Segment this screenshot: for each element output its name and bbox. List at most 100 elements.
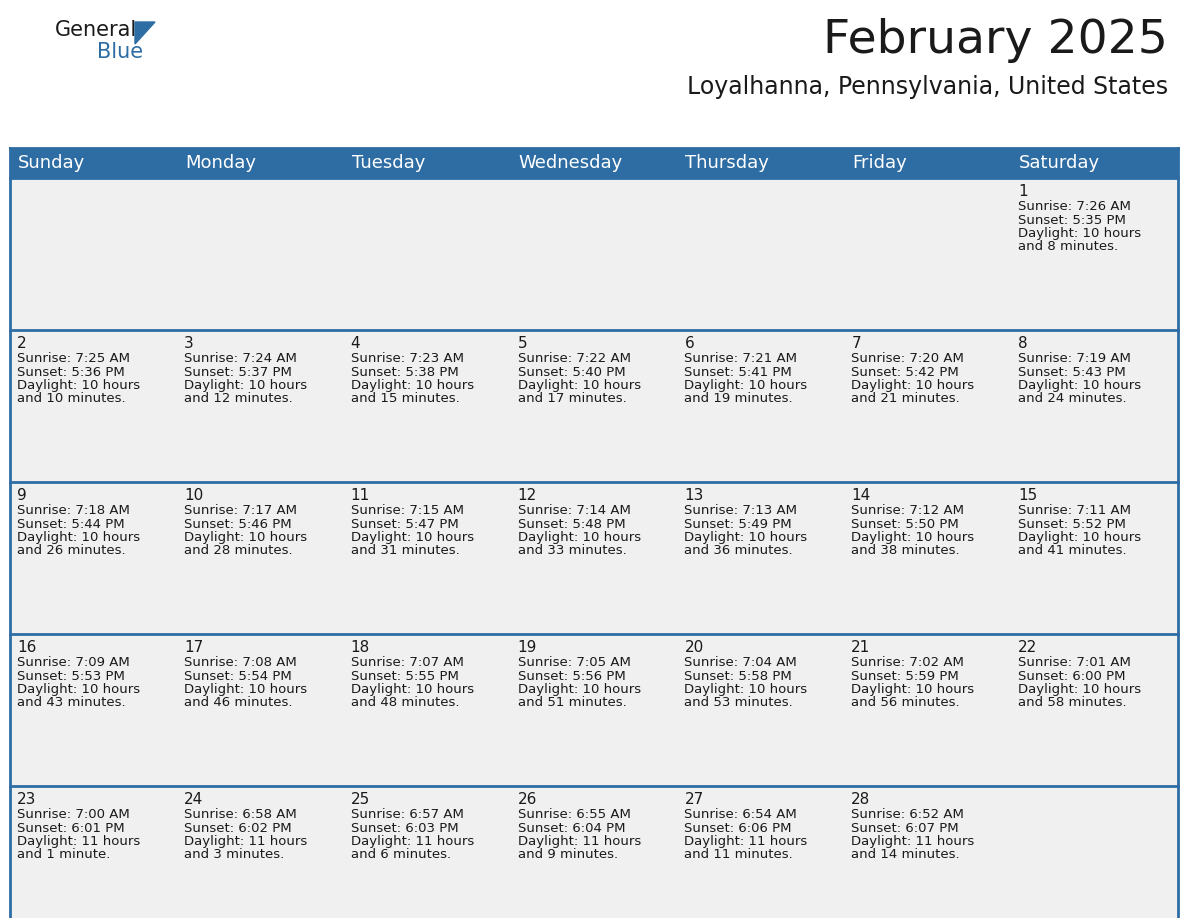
Text: Daylight: 10 hours: Daylight: 10 hours xyxy=(684,683,808,696)
Text: and 38 minutes.: and 38 minutes. xyxy=(852,544,960,557)
Text: Sunrise: 7:00 AM: Sunrise: 7:00 AM xyxy=(17,808,129,821)
Text: Saturday: Saturday xyxy=(1019,154,1100,172)
Text: Sunrise: 7:23 AM: Sunrise: 7:23 AM xyxy=(350,352,463,365)
Text: Sunrise: 6:58 AM: Sunrise: 6:58 AM xyxy=(184,808,297,821)
Text: Sunset: 5:54 PM: Sunset: 5:54 PM xyxy=(184,669,291,682)
Text: 3: 3 xyxy=(184,336,194,351)
Text: Thursday: Thursday xyxy=(685,154,770,172)
Text: Sunday: Sunday xyxy=(18,154,86,172)
Text: Sunrise: 7:14 AM: Sunrise: 7:14 AM xyxy=(518,504,631,517)
Text: Friday: Friday xyxy=(852,154,906,172)
Text: and 11 minutes.: and 11 minutes. xyxy=(684,848,794,861)
Text: and 19 minutes.: and 19 minutes. xyxy=(684,393,794,406)
Text: Sunrise: 6:52 AM: Sunrise: 6:52 AM xyxy=(852,808,965,821)
Text: Daylight: 10 hours: Daylight: 10 hours xyxy=(1018,379,1142,392)
Text: and 14 minutes.: and 14 minutes. xyxy=(852,848,960,861)
Text: February 2025: February 2025 xyxy=(823,18,1168,63)
Text: 8: 8 xyxy=(1018,336,1028,351)
Text: Sunrise: 7:11 AM: Sunrise: 7:11 AM xyxy=(1018,504,1131,517)
Text: Sunset: 6:01 PM: Sunset: 6:01 PM xyxy=(17,822,125,834)
Text: 20: 20 xyxy=(684,640,703,655)
Text: Daylight: 10 hours: Daylight: 10 hours xyxy=(518,379,640,392)
Text: Sunset: 6:07 PM: Sunset: 6:07 PM xyxy=(852,822,959,834)
Text: Daylight: 10 hours: Daylight: 10 hours xyxy=(684,379,808,392)
Text: Daylight: 10 hours: Daylight: 10 hours xyxy=(852,683,974,696)
Text: and 21 minutes.: and 21 minutes. xyxy=(852,393,960,406)
Text: and 46 minutes.: and 46 minutes. xyxy=(184,697,292,710)
Text: 5: 5 xyxy=(518,336,527,351)
Text: Sunset: 5:58 PM: Sunset: 5:58 PM xyxy=(684,669,792,682)
Text: Sunset: 5:59 PM: Sunset: 5:59 PM xyxy=(852,669,959,682)
Text: and 6 minutes.: and 6 minutes. xyxy=(350,848,450,861)
Text: Sunset: 5:55 PM: Sunset: 5:55 PM xyxy=(350,669,459,682)
Text: and 9 minutes.: and 9 minutes. xyxy=(518,848,618,861)
Text: 19: 19 xyxy=(518,640,537,655)
Text: Sunset: 6:06 PM: Sunset: 6:06 PM xyxy=(684,822,792,834)
Text: Monday: Monday xyxy=(185,154,255,172)
Text: Daylight: 11 hours: Daylight: 11 hours xyxy=(184,835,308,848)
Text: Daylight: 11 hours: Daylight: 11 hours xyxy=(852,835,974,848)
Text: Daylight: 10 hours: Daylight: 10 hours xyxy=(684,531,808,544)
Text: 1: 1 xyxy=(1018,184,1028,199)
Text: 14: 14 xyxy=(852,488,871,503)
Text: 4: 4 xyxy=(350,336,360,351)
Text: and 12 minutes.: and 12 minutes. xyxy=(184,393,292,406)
Text: and 3 minutes.: and 3 minutes. xyxy=(184,848,284,861)
Text: 9: 9 xyxy=(17,488,27,503)
Text: 26: 26 xyxy=(518,792,537,807)
Text: Daylight: 10 hours: Daylight: 10 hours xyxy=(1018,227,1142,240)
Text: and 43 minutes.: and 43 minutes. xyxy=(17,697,126,710)
Text: Sunrise: 6:54 AM: Sunrise: 6:54 AM xyxy=(684,808,797,821)
Text: Daylight: 11 hours: Daylight: 11 hours xyxy=(518,835,640,848)
Text: Daylight: 10 hours: Daylight: 10 hours xyxy=(518,531,640,544)
Text: Sunset: 5:35 PM: Sunset: 5:35 PM xyxy=(1018,214,1126,227)
Text: Sunrise: 7:08 AM: Sunrise: 7:08 AM xyxy=(184,656,297,669)
Text: Daylight: 10 hours: Daylight: 10 hours xyxy=(17,683,140,696)
Text: 21: 21 xyxy=(852,640,871,655)
Text: Sunset: 5:48 PM: Sunset: 5:48 PM xyxy=(518,518,625,531)
Text: and 56 minutes.: and 56 minutes. xyxy=(852,697,960,710)
Text: 23: 23 xyxy=(17,792,37,807)
Text: Sunrise: 7:22 AM: Sunrise: 7:22 AM xyxy=(518,352,631,365)
Text: 17: 17 xyxy=(184,640,203,655)
Text: Sunset: 6:02 PM: Sunset: 6:02 PM xyxy=(184,822,291,834)
Text: Sunrise: 7:26 AM: Sunrise: 7:26 AM xyxy=(1018,200,1131,213)
Text: Sunset: 5:46 PM: Sunset: 5:46 PM xyxy=(184,518,291,531)
Text: and 31 minutes.: and 31 minutes. xyxy=(350,544,460,557)
Text: Daylight: 10 hours: Daylight: 10 hours xyxy=(1018,683,1142,696)
Text: 25: 25 xyxy=(350,792,369,807)
Text: and 41 minutes.: and 41 minutes. xyxy=(1018,544,1126,557)
Text: Sunrise: 7:07 AM: Sunrise: 7:07 AM xyxy=(350,656,463,669)
Text: Daylight: 11 hours: Daylight: 11 hours xyxy=(350,835,474,848)
Text: Sunset: 5:41 PM: Sunset: 5:41 PM xyxy=(684,365,792,378)
Text: and 1 minute.: and 1 minute. xyxy=(17,848,110,861)
Text: and 26 minutes.: and 26 minutes. xyxy=(17,544,126,557)
Text: Sunset: 5:40 PM: Sunset: 5:40 PM xyxy=(518,365,625,378)
Bar xyxy=(10,786,1178,918)
Text: Sunrise: 6:55 AM: Sunrise: 6:55 AM xyxy=(518,808,631,821)
Text: Sunrise: 7:09 AM: Sunrise: 7:09 AM xyxy=(17,656,129,669)
Text: Daylight: 10 hours: Daylight: 10 hours xyxy=(852,531,974,544)
Text: and 17 minutes.: and 17 minutes. xyxy=(518,393,626,406)
Text: Sunset: 5:38 PM: Sunset: 5:38 PM xyxy=(350,365,459,378)
Text: and 8 minutes.: and 8 minutes. xyxy=(1018,241,1118,253)
Text: 15: 15 xyxy=(1018,488,1037,503)
Text: Daylight: 10 hours: Daylight: 10 hours xyxy=(17,379,140,392)
Text: Daylight: 10 hours: Daylight: 10 hours xyxy=(350,531,474,544)
Text: Sunrise: 7:04 AM: Sunrise: 7:04 AM xyxy=(684,656,797,669)
Text: 27: 27 xyxy=(684,792,703,807)
Text: Daylight: 10 hours: Daylight: 10 hours xyxy=(852,379,974,392)
Text: Sunrise: 7:13 AM: Sunrise: 7:13 AM xyxy=(684,504,797,517)
Text: Sunset: 6:03 PM: Sunset: 6:03 PM xyxy=(350,822,459,834)
Text: Sunrise: 7:17 AM: Sunrise: 7:17 AM xyxy=(184,504,297,517)
Text: 12: 12 xyxy=(518,488,537,503)
Text: Sunset: 5:52 PM: Sunset: 5:52 PM xyxy=(1018,518,1126,531)
Text: Sunset: 5:50 PM: Sunset: 5:50 PM xyxy=(852,518,959,531)
Text: 10: 10 xyxy=(184,488,203,503)
Text: Sunset: 5:44 PM: Sunset: 5:44 PM xyxy=(17,518,125,531)
Text: Daylight: 10 hours: Daylight: 10 hours xyxy=(184,683,307,696)
Text: Daylight: 10 hours: Daylight: 10 hours xyxy=(350,683,474,696)
Text: Sunrise: 7:12 AM: Sunrise: 7:12 AM xyxy=(852,504,965,517)
Text: Sunrise: 7:19 AM: Sunrise: 7:19 AM xyxy=(1018,352,1131,365)
Text: Sunset: 5:49 PM: Sunset: 5:49 PM xyxy=(684,518,792,531)
